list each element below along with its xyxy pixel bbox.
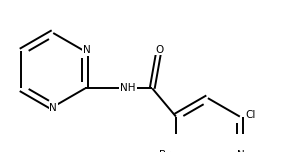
Text: Cl: Cl (245, 110, 256, 120)
Text: Br: Br (159, 150, 170, 152)
Text: N: N (237, 150, 245, 152)
Text: NH: NH (120, 83, 136, 93)
Text: N: N (49, 103, 57, 113)
Text: N: N (83, 45, 91, 55)
Text: O: O (155, 45, 163, 55)
